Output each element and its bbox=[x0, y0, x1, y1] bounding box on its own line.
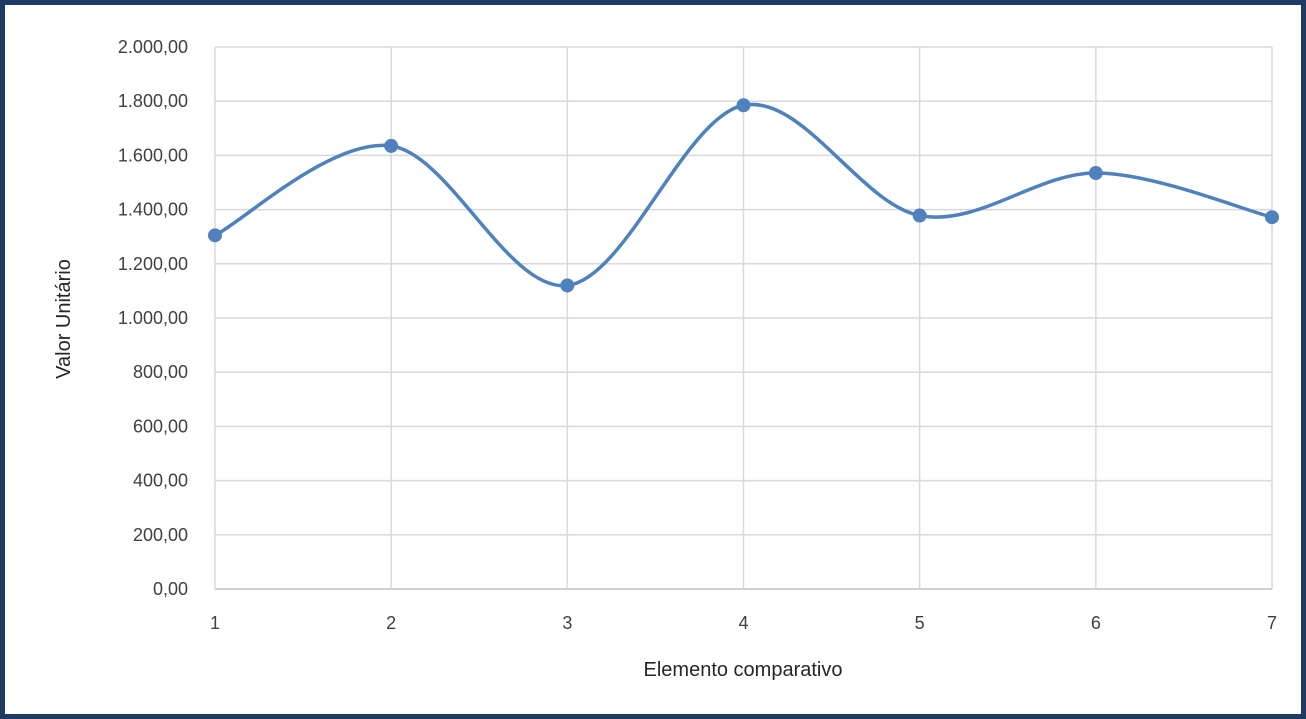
data-point bbox=[384, 138, 399, 153]
x-axis-title: Elemento comparativo bbox=[644, 659, 843, 681]
x-tick-label: 7 bbox=[1267, 613, 1277, 633]
x-tick-label: 3 bbox=[562, 613, 572, 633]
y-tick-label: 1.800,00 bbox=[118, 91, 188, 111]
y-tick-label: 0,00 bbox=[153, 579, 188, 599]
x-tick-label: 2 bbox=[386, 613, 396, 633]
x-tick-label: 1 bbox=[210, 613, 220, 633]
data-point bbox=[560, 278, 575, 293]
y-tick-label: 200,00 bbox=[133, 525, 188, 545]
gridlines bbox=[214, 46, 1273, 590]
y-tick-label: 600,00 bbox=[133, 416, 188, 436]
data-point bbox=[1088, 166, 1103, 181]
y-tick-labels: 0,00 200,00 400,00 600,00 800,00 1.000,00 1.20… bbox=[118, 37, 188, 599]
data-point bbox=[208, 228, 222, 243]
y-tick-label: 1.000,00 bbox=[118, 308, 188, 328]
y-tick-label: 400,00 bbox=[133, 471, 188, 491]
y-tick-label: 1.200,00 bbox=[118, 254, 188, 274]
y-tick-label: 800,00 bbox=[133, 362, 188, 382]
series-layer bbox=[208, 98, 1279, 293]
x-tick-labels: 1 2 3 4 5 6 7 bbox=[210, 613, 1277, 633]
data-point bbox=[912, 208, 927, 223]
y-tick-label: 2.000,00 bbox=[118, 37, 188, 57]
x-tick-label: 6 bbox=[1091, 613, 1101, 633]
data-point bbox=[736, 98, 751, 113]
y-tick-label: 1.400,00 bbox=[118, 200, 188, 220]
data-point bbox=[1265, 210, 1279, 225]
x-tick-label: 4 bbox=[738, 613, 748, 633]
y-axis-title: Valor Unitário bbox=[53, 259, 75, 379]
x-tick-label: 5 bbox=[915, 613, 925, 633]
y-tick-label: 1.600,00 bbox=[118, 145, 188, 165]
